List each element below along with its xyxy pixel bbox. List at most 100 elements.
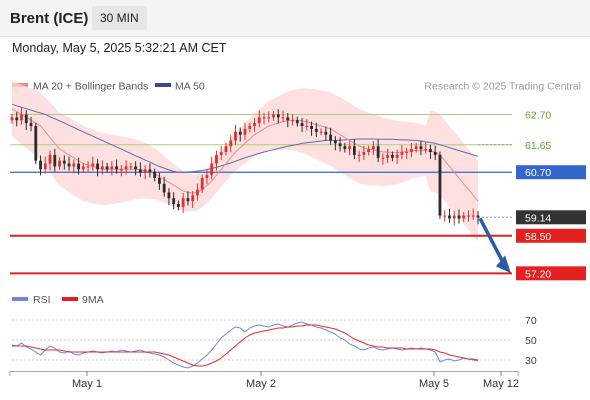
- timeframe-button[interactable]: 30 MIN: [92, 6, 147, 30]
- forecast-arrow: [478, 217, 505, 264]
- candle-body: [386, 154, 390, 158]
- level-label: 58.50: [525, 231, 551, 243]
- rsi-ma-line: [12, 324, 479, 367]
- candle-body: [272, 114, 275, 118]
- candle-body: [352, 146, 356, 155]
- bollinger-band: [12, 81, 478, 242]
- time-tick-label: May 12: [483, 378, 519, 390]
- candle-body: [452, 215, 456, 219]
- candle-body: [219, 152, 223, 155]
- candle-body: [448, 215, 451, 219]
- candle-body: [390, 154, 394, 158]
- candle-body: [424, 149, 428, 151]
- candle-body: [96, 163, 100, 170]
- forecast-arrow-head: [496, 255, 511, 274]
- candle-body: [357, 154, 361, 156]
- candle-body: [405, 152, 409, 153]
- candle-body: [471, 215, 475, 217]
- candle-body: [157, 178, 161, 184]
- candle-body: [119, 169, 123, 171]
- candle-body: [476, 215, 480, 218]
- candle-body: [138, 169, 142, 173]
- candle-body: [62, 160, 66, 164]
- candle-body: [348, 146, 352, 150]
- candle-body: [376, 146, 380, 158]
- candle-body: [153, 172, 157, 178]
- candle-body: [177, 204, 180, 207]
- candle-body: [243, 128, 247, 135]
- level-label: 60.70: [525, 167, 551, 179]
- candle-body: [86, 166, 90, 168]
- candle-body: [457, 215, 461, 219]
- candle-body: [143, 169, 147, 173]
- candle-body: [438, 154, 442, 216]
- candle-body: [305, 126, 309, 127]
- level-tag: [516, 210, 586, 225]
- rsi-legend-label: RSI: [33, 294, 51, 306]
- candle-body: [333, 140, 337, 144]
- level-tag: [516, 228, 586, 243]
- candle-body: [58, 160, 61, 167]
- rsi-line: [11, 321, 479, 369]
- candle-body: [100, 166, 104, 170]
- candle-body: [129, 166, 133, 168]
- rsi-legend-swatch: [12, 297, 28, 301]
- ma20-legend-label: MA 20 + Bollinger Bands: [33, 81, 148, 93]
- candle-body: [229, 140, 233, 147]
- time-axis: May 1 May 2 May 5 May 12: [9, 371, 519, 390]
- candle-body: [91, 163, 95, 167]
- candle-body: [172, 198, 176, 204]
- ma20-line: [11, 108, 479, 202]
- candle-body: [105, 166, 109, 170]
- candle-body: [410, 149, 413, 152]
- candle-body: [81, 166, 85, 170]
- candle-body: [115, 166, 119, 170]
- level-label: 61.65: [525, 140, 551, 152]
- rsi-tick-label: 50: [525, 335, 537, 347]
- candle-body: [72, 163, 76, 167]
- candle-body: [200, 178, 204, 190]
- candle-body: [319, 131, 323, 133]
- candle-body: [253, 123, 256, 126]
- credit-text: Research © 2025 Trading Central: [424, 81, 581, 93]
- rsi-legend: RSI 9MA: [12, 294, 104, 306]
- candle-body: [419, 146, 423, 150]
- rsi-tick-label: 70: [525, 315, 537, 327]
- candle-body: [257, 117, 261, 124]
- candle-body: [134, 166, 138, 170]
- candle-body: [10, 117, 14, 121]
- candle-body: [29, 123, 33, 126]
- candle-body: [267, 117, 271, 119]
- candle-body: [314, 128, 318, 132]
- candle-body: [395, 154, 399, 158]
- rsi-panel: 70 50 30: [11, 315, 537, 369]
- level-tag: [516, 266, 586, 281]
- candle-body: [310, 126, 313, 129]
- time-tick-label: May 2: [246, 378, 276, 390]
- candle-body: [234, 131, 237, 141]
- candle-body: [191, 195, 195, 202]
- time-tick-label: May 5: [419, 378, 449, 390]
- candle-body: [77, 163, 80, 170]
- candle-body: [300, 123, 304, 126]
- candle-body: [276, 114, 280, 118]
- candle-body: [167, 192, 171, 199]
- timestamp: Monday, May 5, 2025 5:32:21 AM CET: [12, 41, 227, 55]
- level-label: 59.14: [525, 212, 551, 224]
- candle-body: [224, 146, 228, 152]
- candle-body: [462, 215, 466, 219]
- level-tag: [516, 165, 586, 180]
- candle-body: [20, 114, 23, 121]
- candle-body: [362, 152, 366, 155]
- candle-body: [24, 114, 28, 124]
- candle-body: [248, 126, 252, 129]
- candle-body: [291, 120, 294, 122]
- candle-body: [205, 175, 209, 178]
- ma9-legend-label: 9MA: [82, 294, 104, 306]
- candle-body: [67, 163, 71, 167]
- candle-body: [429, 149, 432, 152]
- candle-body: [262, 117, 266, 119]
- candle-body: [48, 154, 52, 164]
- ma50-legend-label: MA 50: [175, 81, 205, 93]
